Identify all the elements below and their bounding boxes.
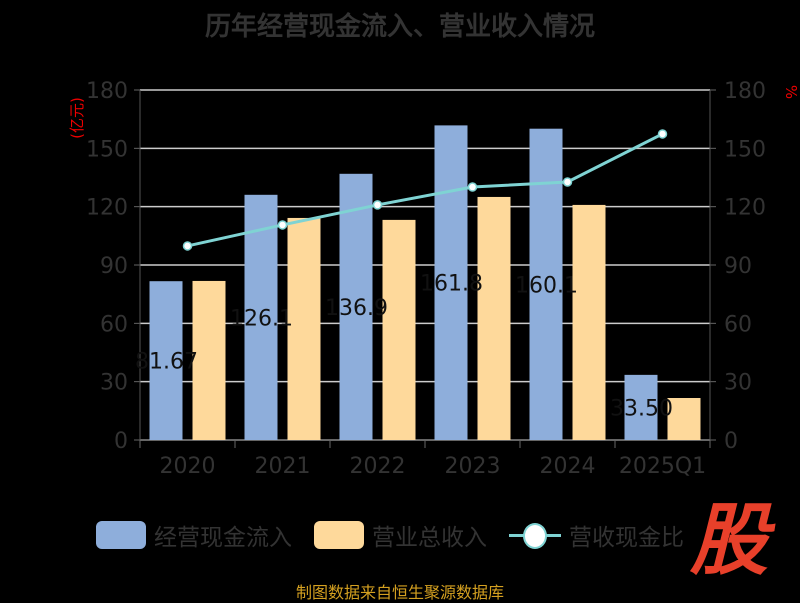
bar-cash-inflow	[529, 128, 563, 440]
bar-revenue	[572, 204, 606, 440]
y2-tick-label: 120	[724, 196, 766, 221]
y-tick-label: 0	[114, 429, 128, 454]
x-tick-label: 2025Q1	[619, 454, 706, 479]
y2-tick-label: 150	[724, 137, 766, 162]
x-tick-label: 2022	[350, 454, 406, 479]
bar-data-label: 161.8	[420, 272, 483, 297]
y-tick-label: 60	[100, 312, 128, 337]
legend: 经营现金流入 营业总收入 营收现金比	[96, 518, 706, 552]
bar-cash-inflow	[434, 125, 468, 440]
line-ratio	[187, 132, 664, 248]
bar-data-label: 126.1	[230, 306, 293, 331]
chart-title: 历年经营现金流入、营业收入情况	[204, 12, 595, 42]
bar-cash-inflow	[624, 374, 658, 440]
line-point	[372, 200, 383, 210]
bar-data-label: 160.1	[515, 273, 578, 298]
line-point	[657, 129, 668, 139]
y-tick-label: 30	[100, 371, 128, 396]
legend-swatch	[96, 521, 146, 549]
line-point	[467, 182, 478, 192]
legend-label: 经营现金流入	[154, 525, 292, 551]
legend-item-revenue[interactable]: 营业总收入	[314, 518, 487, 552]
bar-data-label: 81.67	[135, 350, 198, 375]
bar-revenue	[667, 398, 701, 440]
legend-swatch	[314, 521, 364, 549]
y-tick-label: 120	[86, 196, 128, 221]
legend-line-icon	[509, 521, 561, 549]
bar-cash-inflow	[244, 194, 278, 440]
legend-label: 营收现金比	[569, 525, 684, 551]
bar-revenue	[477, 196, 511, 440]
legend-label: 营业总收入	[372, 525, 487, 551]
y2-tick-label: 0	[724, 429, 738, 454]
y-tick-label: 150	[86, 137, 128, 162]
source-footer: 制图数据来自恒生聚源数据库	[295, 583, 504, 602]
line-point	[562, 177, 573, 187]
line-point	[182, 241, 193, 251]
y-axis-label: (亿元)	[68, 97, 86, 139]
legend-item-ratio[interactable]: 营收现金比	[509, 518, 684, 552]
watermark-logo: 股	[690, 496, 769, 586]
y2-axis-label: %	[782, 85, 800, 99]
legend-item-cash-inflow[interactable]: 经营现金流入	[96, 518, 292, 552]
bar-revenue	[382, 219, 416, 440]
y2-tick-label: 60	[724, 312, 752, 337]
bar-data-label: 136.9	[325, 296, 388, 321]
y2-tick-label: 180	[724, 79, 766, 104]
bar-data-label: 33.50	[610, 396, 673, 421]
bar-revenue	[192, 280, 226, 440]
line-point	[277, 220, 288, 230]
y2-tick-label: 90	[724, 254, 752, 279]
y-tick-label: 180	[86, 79, 128, 104]
x-tick-label: 2024	[540, 454, 596, 479]
x-tick-label: 2020	[160, 454, 216, 479]
bar-revenue	[287, 217, 321, 440]
y-tick-label: 90	[100, 254, 128, 279]
x-tick-label: 2021	[255, 454, 311, 479]
y2-tick-label: 30	[724, 371, 752, 396]
bar-cash-inflow	[149, 281, 183, 440]
bar-cash-inflow	[339, 173, 373, 441]
x-tick-label: 2023	[445, 454, 501, 479]
